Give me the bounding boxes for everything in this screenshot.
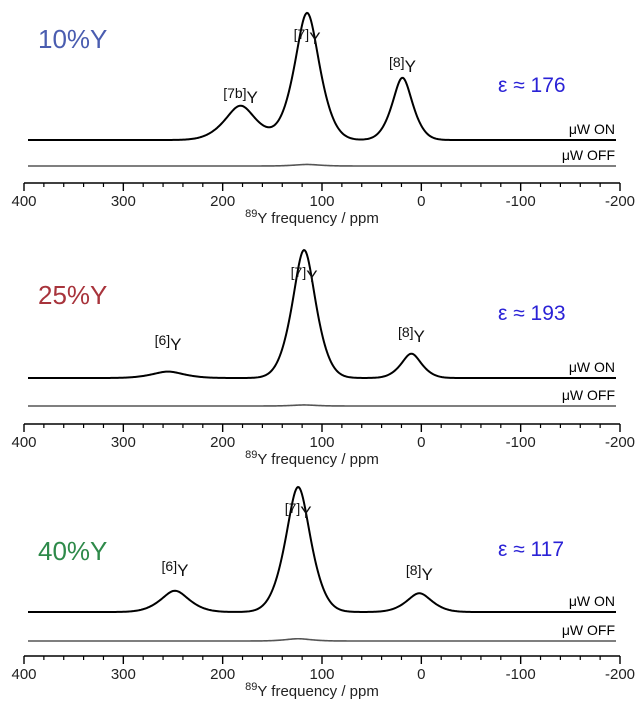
peak-label-site: [8]	[406, 562, 422, 578]
x-tick-label: 0	[417, 193, 425, 210]
trace-label-off: μW OFF	[562, 147, 615, 163]
peak-label-element: Y	[300, 503, 311, 522]
x-tick-label: -100	[506, 434, 536, 451]
peak-label: [8]Y	[398, 324, 425, 346]
x-tick-label: 200	[210, 434, 235, 451]
x-tick-label: 400	[11, 666, 36, 683]
peak-label-element: Y	[414, 327, 425, 346]
x-axis-title-isotope: 89	[245, 208, 257, 220]
trace-uw-on	[28, 248, 616, 379]
sample-label: 25%Y	[38, 280, 107, 310]
enhancement-factor: ε ≈ 176	[498, 74, 566, 97]
peak-label: [7]Y	[291, 264, 318, 286]
trace-uw-on	[28, 485, 616, 613]
x-tick-label: 0	[417, 666, 425, 683]
peak-label: [6]Y	[162, 558, 189, 580]
trace-uw-off	[28, 163, 616, 167]
x-tick-label: 400	[11, 193, 36, 210]
trace-uw-off	[28, 404, 616, 407]
x-axis-title: 89Y frequency / ppm	[245, 449, 379, 468]
peak-label-element: Y	[405, 57, 416, 76]
sample-label: 40%Y	[38, 536, 107, 566]
x-tick-label: -200	[605, 193, 635, 210]
peak-label: [6]Y	[155, 332, 182, 354]
peak-label-element: Y	[306, 267, 317, 286]
x-tick-label: 100	[309, 434, 334, 451]
x-tick-label: -200	[605, 434, 635, 451]
x-tick-label: 200	[210, 193, 235, 210]
trace-uw-off	[28, 637, 616, 642]
peak-label-element: Y	[177, 561, 188, 580]
peak-label-element: Y	[309, 29, 320, 48]
x-axis-title-text: Y frequency / ppm	[257, 683, 378, 700]
peak-label: [7b]Y	[223, 85, 258, 107]
x-tick-label: -100	[506, 666, 536, 683]
peak-label-site: [7b]	[223, 85, 246, 101]
x-tick-label: 300	[111, 434, 136, 451]
x-axis-title-text: Y frequency / ppm	[257, 210, 378, 227]
x-axis-title-isotope: 89	[245, 449, 257, 461]
trace-label-off: μW OFF	[562, 622, 615, 638]
peak-label-site: [6]	[155, 332, 171, 348]
peak-label-site: [8]	[389, 54, 405, 70]
enhancement-factor: ε ≈ 117	[498, 538, 564, 561]
peak-label: [8]Y	[406, 562, 433, 584]
trace-label-off: μW OFF	[562, 387, 615, 403]
x-tick-label: -100	[506, 193, 536, 210]
sample-label: 10%Y	[38, 24, 107, 54]
x-tick-label: 100	[309, 666, 334, 683]
x-axis-title: 89Y frequency / ppm	[245, 208, 379, 227]
x-tick-label: -200	[605, 666, 635, 683]
x-tick-label: 100	[309, 193, 334, 210]
peak-label-site: [8]	[398, 324, 414, 340]
peak-label: [7]Y	[294, 26, 321, 48]
enhancement-factor: ε ≈ 193	[498, 302, 566, 325]
trace-label-on: μW ON	[569, 121, 615, 137]
trace-label-on: μW ON	[569, 359, 615, 375]
peak-label-element: Y	[421, 565, 432, 584]
x-axis-title-text: Y frequency / ppm	[257, 451, 378, 468]
peak-label-site: [7]	[285, 500, 301, 516]
x-axis-title: 89Y frequency / ppm	[245, 681, 379, 700]
x-tick-label: 300	[111, 193, 136, 210]
x-tick-label: 0	[417, 434, 425, 451]
x-tick-label: 200	[210, 666, 235, 683]
peak-label-site: [7]	[294, 26, 310, 42]
peak-label-element: Y	[247, 88, 258, 107]
peak-label-site: [7]	[291, 264, 307, 280]
trace-uw-on	[28, 11, 616, 141]
peak-label: [8]Y	[389, 54, 416, 76]
x-tick-label: 300	[111, 666, 136, 683]
x-tick-label: 400	[11, 434, 36, 451]
trace-label-on: μW ON	[569, 593, 615, 609]
x-axis-title-isotope: 89	[245, 681, 257, 693]
peak-label-site: [6]	[162, 558, 178, 574]
peak-label: [7]Y	[285, 500, 312, 522]
peak-label-element: Y	[170, 335, 181, 354]
